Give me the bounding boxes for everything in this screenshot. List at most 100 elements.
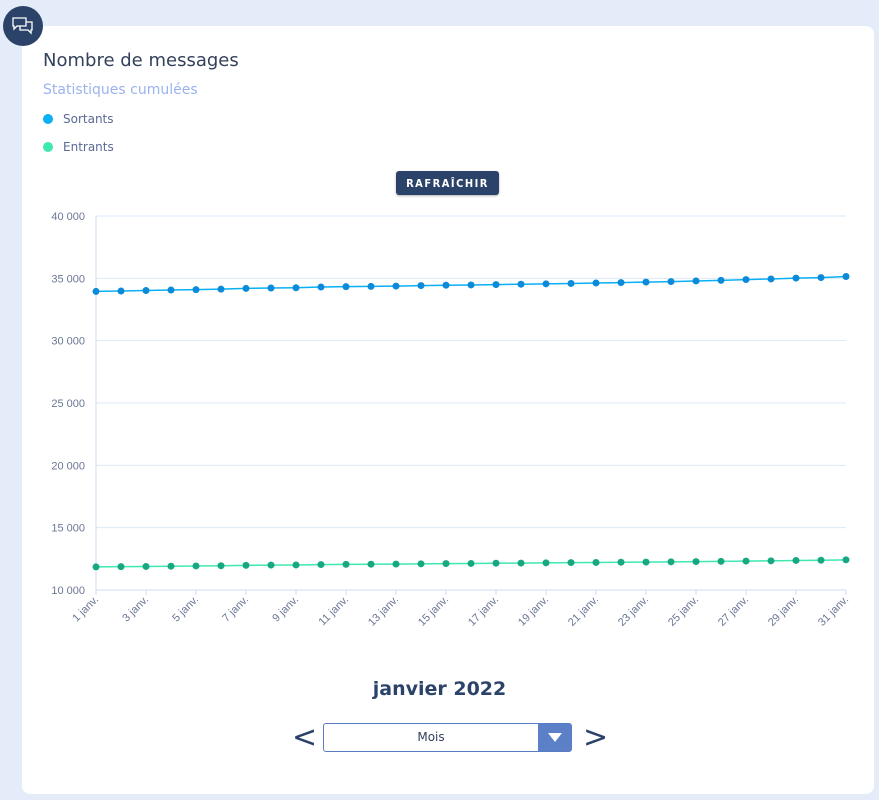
data-point-entrants bbox=[267, 561, 275, 569]
refresh-button[interactable]: RAFRAÎCHIR bbox=[396, 171, 499, 195]
data-point-entrants bbox=[767, 557, 775, 565]
x-tick-label: 3 janv. bbox=[120, 594, 151, 625]
data-point-sortants bbox=[267, 284, 275, 292]
data-point-entrants bbox=[692, 558, 700, 566]
legend-dot-icon bbox=[43, 114, 53, 124]
legend-dot-icon bbox=[43, 142, 53, 152]
x-tick-label: 13 janv. bbox=[366, 594, 401, 629]
data-point-entrants bbox=[517, 559, 525, 567]
x-tick-label: 1 janv. bbox=[70, 594, 101, 625]
data-point-entrants bbox=[367, 560, 375, 568]
data-point-sortants bbox=[642, 278, 650, 286]
legend-item-sortants[interactable]: Sortants bbox=[43, 112, 114, 126]
data-point-entrants bbox=[592, 558, 600, 566]
data-point-sortants bbox=[842, 272, 850, 280]
x-tick-label: 27 janv. bbox=[716, 594, 751, 629]
data-point-sortants bbox=[767, 275, 775, 283]
period-type-select[interactable]: Mois bbox=[323, 723, 572, 752]
previous-period-button[interactable]: < bbox=[292, 720, 318, 755]
data-point-entrants bbox=[842, 556, 850, 564]
y-tick-label: 25 000 bbox=[51, 398, 85, 410]
x-tick-label: 15 janv. bbox=[416, 594, 451, 629]
chat-bubbles-icon bbox=[3, 6, 43, 46]
data-point-entrants bbox=[317, 561, 325, 569]
data-point-entrants bbox=[117, 563, 125, 571]
data-point-sortants bbox=[192, 286, 200, 294]
stats-card bbox=[22, 26, 874, 794]
data-point-entrants bbox=[717, 557, 725, 565]
x-tick-label: 29 janv. bbox=[766, 594, 801, 629]
period-type-value: Mois bbox=[417, 730, 445, 744]
data-point-sortants bbox=[167, 286, 175, 294]
data-point-sortants bbox=[517, 280, 525, 288]
data-point-sortants bbox=[367, 282, 375, 290]
next-period-button[interactable]: > bbox=[583, 720, 609, 755]
legend-label: Sortants bbox=[63, 112, 114, 126]
chevron-down-icon[interactable] bbox=[538, 724, 571, 751]
chart-subtitle: Statistiques cumulées bbox=[43, 82, 198, 98]
data-point-sortants bbox=[592, 279, 600, 287]
data-point-entrants bbox=[542, 559, 550, 567]
y-tick-label: 10 000 bbox=[51, 585, 85, 597]
x-tick-label: 31 janv. bbox=[816, 594, 851, 629]
chart-title: Nombre de messages bbox=[43, 50, 239, 71]
x-tick-label: 17 janv. bbox=[466, 594, 501, 629]
data-point-sortants bbox=[292, 284, 300, 292]
data-point-sortants bbox=[567, 279, 575, 287]
x-tick-label: 5 janv. bbox=[170, 594, 201, 625]
data-point-sortants bbox=[342, 283, 350, 291]
data-point-sortants bbox=[667, 278, 675, 286]
data-point-sortants bbox=[617, 279, 625, 287]
data-point-entrants bbox=[467, 559, 475, 567]
data-point-sortants bbox=[442, 281, 450, 289]
data-point-entrants bbox=[617, 558, 625, 566]
data-point-entrants bbox=[442, 560, 450, 568]
y-tick-label: 40 000 bbox=[51, 211, 85, 223]
data-point-sortants bbox=[317, 283, 325, 291]
data-point-sortants bbox=[142, 287, 150, 295]
y-tick-label: 20 000 bbox=[51, 460, 85, 472]
data-point-entrants bbox=[142, 562, 150, 570]
data-point-sortants bbox=[242, 284, 250, 292]
x-tick-label: 19 janv. bbox=[516, 594, 551, 629]
data-point-entrants bbox=[292, 561, 300, 569]
data-point-entrants bbox=[217, 562, 225, 570]
data-point-sortants bbox=[217, 285, 225, 293]
legend-item-entrants[interactable]: Entrants bbox=[43, 140, 114, 154]
data-point-sortants bbox=[542, 280, 550, 288]
data-point-sortants bbox=[792, 274, 800, 282]
legend-label: Entrants bbox=[63, 140, 114, 154]
x-tick-label: 11 janv. bbox=[317, 594, 352, 629]
data-point-sortants bbox=[117, 287, 125, 295]
data-point-entrants bbox=[642, 558, 650, 566]
y-tick-label: 15 000 bbox=[51, 523, 85, 535]
y-tick-label: 35 000 bbox=[51, 273, 85, 285]
x-tick-label: 21 janv. bbox=[566, 594, 601, 629]
data-point-sortants bbox=[817, 274, 825, 282]
data-point-entrants bbox=[92, 563, 100, 571]
y-tick-label: 30 000 bbox=[51, 336, 85, 348]
x-tick-label: 25 janv. bbox=[666, 594, 701, 629]
data-point-sortants bbox=[92, 287, 100, 295]
data-point-sortants bbox=[692, 277, 700, 285]
data-point-sortants bbox=[492, 281, 500, 289]
data-point-entrants bbox=[192, 562, 200, 570]
line-chart: 10 000 15 000 20 000 25 000 30 000 35 000 40 0… bbox=[51, 211, 851, 629]
data-point-entrants bbox=[667, 558, 675, 566]
data-point-entrants bbox=[167, 562, 175, 570]
data-point-entrants bbox=[417, 560, 425, 568]
period-label: janvier 2022 bbox=[372, 678, 507, 700]
data-point-entrants bbox=[742, 557, 750, 565]
data-point-entrants bbox=[792, 556, 800, 564]
data-point-sortants bbox=[417, 282, 425, 290]
data-point-entrants bbox=[492, 559, 500, 567]
x-tick-label: 9 janv. bbox=[270, 594, 301, 625]
x-tick-label: 7 janv. bbox=[220, 594, 251, 625]
data-point-entrants bbox=[242, 561, 250, 569]
data-point-sortants bbox=[717, 276, 725, 284]
data-point-entrants bbox=[567, 559, 575, 567]
x-tick-label: 23 janv. bbox=[616, 594, 651, 629]
data-point-entrants bbox=[342, 560, 350, 568]
data-point-sortants bbox=[392, 282, 400, 290]
data-point-sortants bbox=[742, 276, 750, 284]
